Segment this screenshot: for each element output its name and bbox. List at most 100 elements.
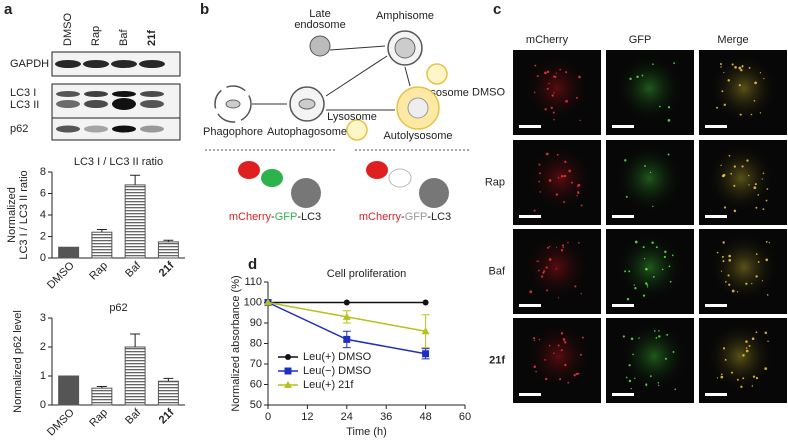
y-tick-label: 6: [40, 187, 46, 199]
lane-label: 21f: [146, 30, 158, 46]
puncta: [557, 297, 560, 299]
puncta: [622, 335, 625, 338]
cell-signal: [616, 54, 683, 123]
puncta: [551, 94, 554, 97]
puncta: [548, 245, 550, 248]
puncta: [535, 370, 537, 373]
scale-bar: [612, 304, 634, 307]
puncta: [634, 240, 638, 244]
puncta: [555, 72, 557, 74]
puncta: [545, 152, 549, 156]
row-label: GAPDH: [10, 58, 49, 70]
puncta: [625, 195, 628, 198]
puncta: [728, 258, 732, 262]
puncta: [546, 246, 549, 249]
puncta: [577, 372, 580, 375]
scale-bar: [519, 215, 541, 218]
puncta: [727, 274, 730, 277]
puncta: [550, 106, 553, 110]
cell-signal: [525, 322, 593, 391]
marker: [422, 350, 430, 358]
puncta: [555, 246, 558, 248]
puncta: [555, 268, 557, 270]
puncta: [720, 270, 723, 272]
puncta: [576, 195, 578, 197]
puncta: [548, 258, 552, 261]
band: [55, 60, 81, 68]
band: [111, 60, 137, 68]
cell-signal: [615, 144, 683, 213]
panel-label: d: [248, 256, 257, 273]
marker: [343, 335, 351, 343]
puncta: [731, 289, 735, 293]
scale-bar: [519, 393, 541, 396]
error-bar: [130, 333, 141, 347]
puncta: [764, 331, 768, 335]
puncta: [533, 91, 536, 94]
y-tick-label: 4: [40, 209, 46, 221]
column-label: Merge: [717, 34, 748, 46]
puncta: [548, 179, 552, 182]
puncta: [644, 165, 646, 167]
reporter-part: mCherry: [359, 211, 402, 223]
puncta: [669, 280, 672, 283]
puncta: [628, 364, 631, 367]
reporter-part: -LC3: [297, 211, 321, 223]
puncta: [733, 184, 736, 187]
column-label: GFP: [629, 34, 652, 46]
puncta: [564, 160, 567, 164]
puncta: [565, 99, 568, 103]
puncta: [746, 159, 749, 162]
puncta: [642, 246, 645, 249]
puncta: [751, 337, 755, 340]
puncta: [750, 113, 753, 116]
puncta: [561, 244, 565, 247]
x-tick-label: 36: [380, 411, 392, 423]
puncta: [642, 294, 646, 297]
puncta: [634, 377, 636, 380]
puncta: [548, 344, 551, 347]
puncta: [745, 282, 748, 285]
puncta: [740, 68, 743, 72]
scale-bar: [612, 393, 634, 396]
reporter-part: -: [271, 211, 275, 223]
puncta: [728, 254, 732, 258]
band: [84, 125, 108, 133]
puncta: [720, 66, 722, 68]
row-label: Rap: [485, 176, 505, 188]
puncta: [728, 283, 731, 286]
error-bar: [130, 174, 141, 185]
x-tick-label: 48: [419, 411, 431, 423]
puncta: [730, 172, 733, 175]
puncta: [723, 206, 727, 209]
reporter-part: GFP: [275, 211, 298, 223]
puncta: [638, 337, 640, 339]
node-label: Autophagosome: [267, 126, 347, 138]
puncta: [765, 199, 768, 202]
puncta: [751, 385, 754, 387]
marker: [343, 299, 350, 306]
puncta: [731, 371, 734, 374]
puncta: [765, 241, 768, 243]
puncta: [557, 344, 560, 347]
puncta: [649, 375, 652, 378]
x-tick-label: Baf: [123, 259, 144, 280]
puncta: [563, 201, 566, 204]
puncta: [722, 173, 726, 177]
cell-signal: [527, 144, 595, 213]
puncta: [672, 351, 675, 353]
puncta: [574, 285, 577, 288]
row-label: LC3 I: [10, 87, 36, 99]
puncta: [554, 75, 557, 78]
autolysosome-core: [407, 97, 429, 119]
puncta: [579, 353, 582, 356]
puncta: [553, 352, 555, 354]
y-axis-label: Normalized p62 level: [12, 310, 24, 413]
row-label: Baf: [488, 265, 505, 277]
x-tick-label: 21f: [157, 406, 177, 426]
band: [84, 100, 108, 108]
bar: [58, 246, 80, 259]
puncta: [555, 193, 559, 196]
puncta: [580, 293, 583, 295]
